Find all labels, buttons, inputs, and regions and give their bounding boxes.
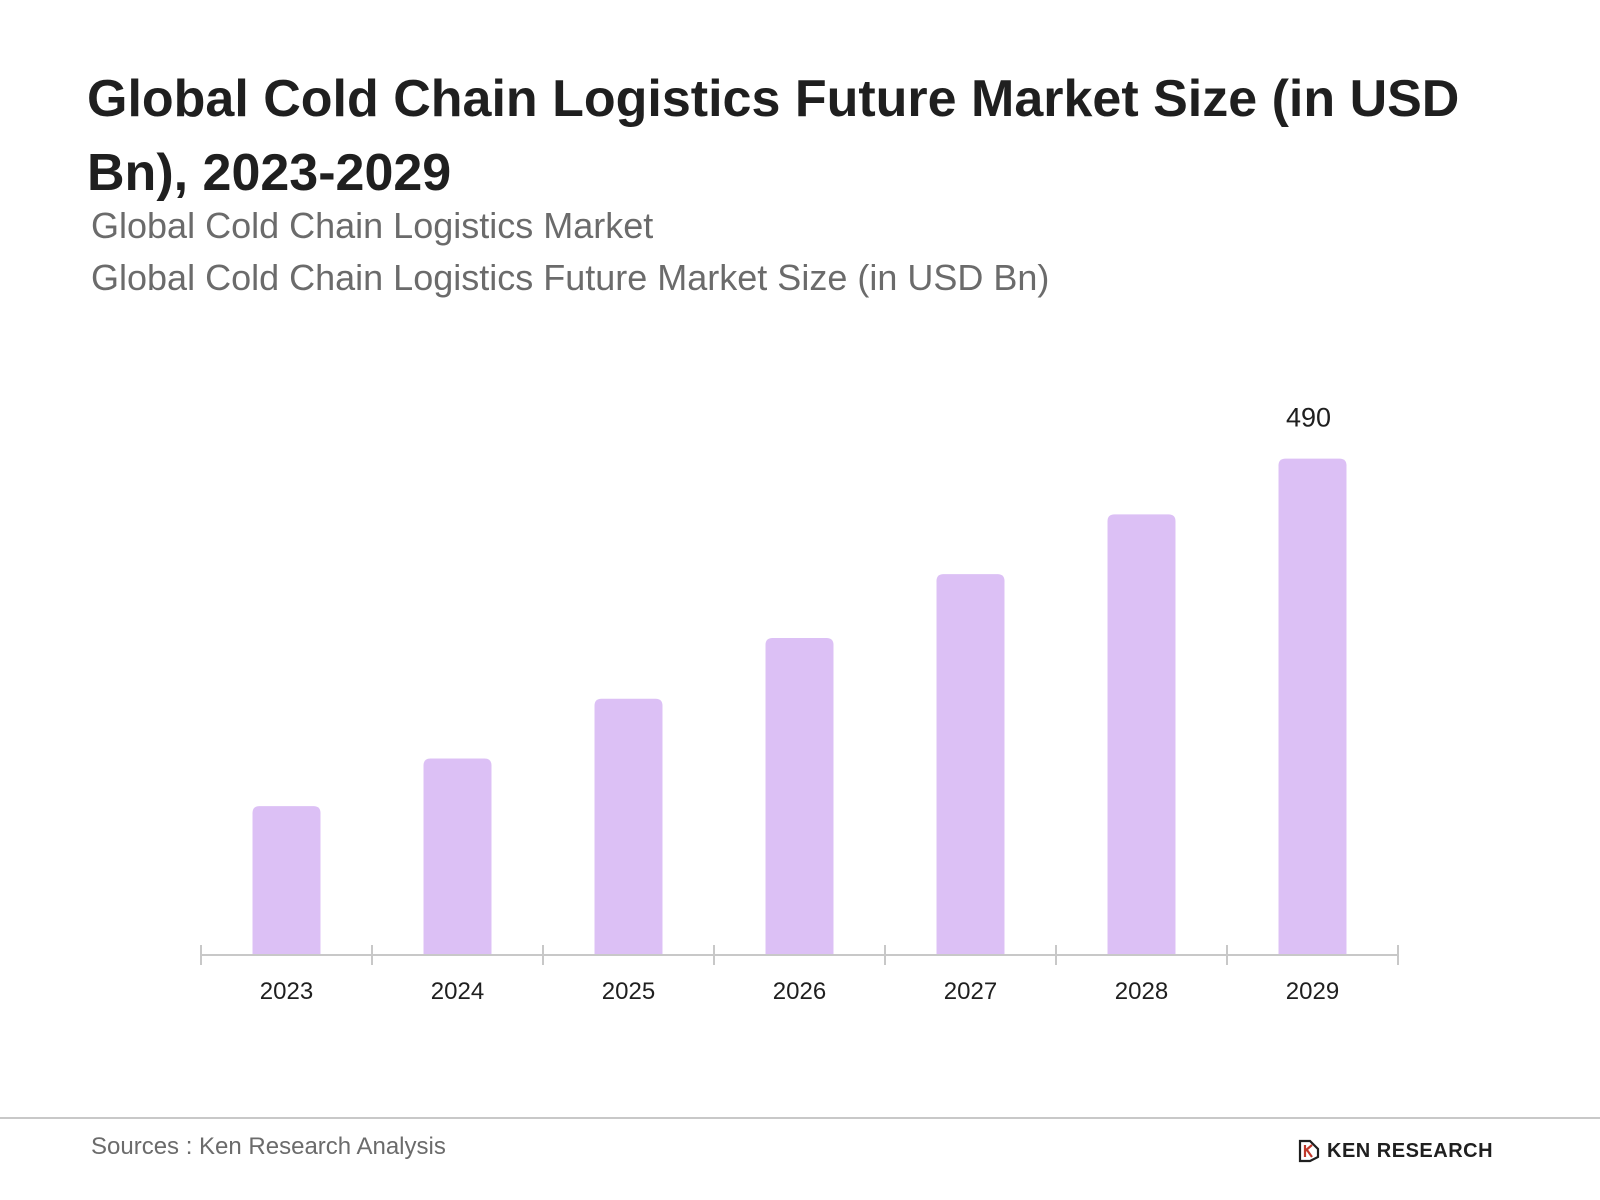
chart-subtitle-measure: Global Cold Chain Logistics Future Marke… — [91, 257, 1050, 298]
bar-2024 — [423, 758, 492, 955]
chart-subtitle-market: Global Cold Chain Logistics Market — [91, 205, 654, 246]
x-tick-label-2023: 2023 — [260, 978, 313, 1005]
bar-2029 — [1278, 458, 1347, 955]
ken-research-logo-icon — [1298, 1139, 1320, 1163]
x-tick-label-2026: 2026 — [773, 978, 826, 1005]
x-tick-label-2028: 2028 — [1115, 978, 1168, 1005]
bar-2027 — [936, 574, 1005, 955]
x-axis — [200, 945, 1399, 965]
x-tick-label-2025: 2025 — [602, 978, 655, 1005]
bar-2023 — [252, 806, 321, 955]
brand-name: KEN RESEARCH — [1327, 1139, 1494, 1162]
bar-2028 — [1107, 514, 1176, 955]
data-labels: 490 — [1286, 403, 1331, 433]
bar-2025 — [594, 698, 663, 955]
x-tick-label-2027: 2027 — [944, 978, 997, 1005]
footer-divider — [0, 1117, 1600, 1119]
ken-research-logo: KEN RESEARCH — [1297, 1136, 1493, 1166]
bar-2026 — [765, 637, 834, 955]
bar-chart: 2023 2024 2025 2026 2027 2028 2029 490 — [200, 403, 1399, 1005]
bar-group — [252, 458, 1347, 955]
x-tick-labels: 2023 2024 2025 2026 2027 2028 2029 — [260, 978, 1339, 1005]
x-tick-label-2024: 2024 — [431, 978, 484, 1005]
chart-title: Global Cold Chain Logistics Future Marke… — [87, 70, 1460, 202]
x-tick-label-2029: 2029 — [1286, 978, 1339, 1005]
data-label-2029: 490 — [1286, 403, 1331, 433]
source-note: Sources : Ken Research Analysis — [91, 1133, 446, 1160]
